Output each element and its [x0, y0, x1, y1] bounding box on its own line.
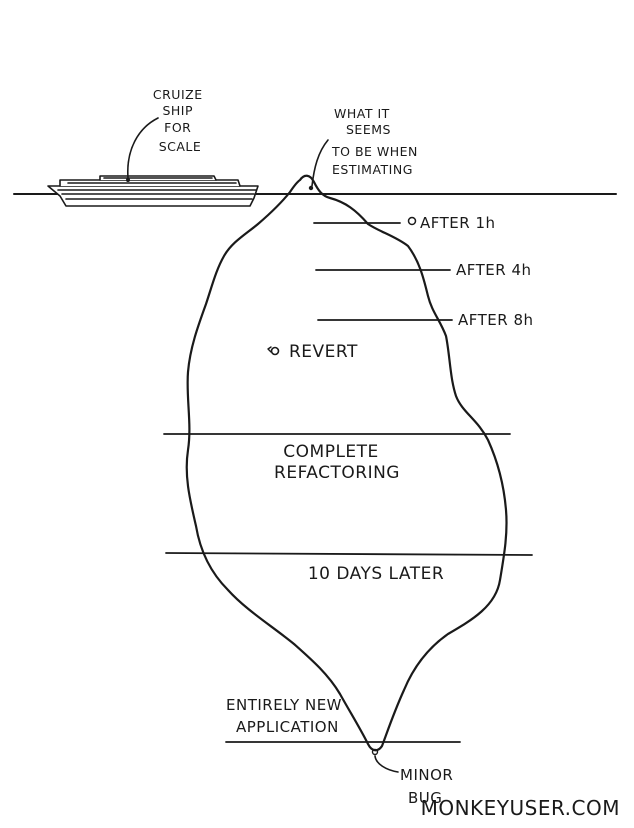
minor-bug-pointer	[374, 755, 399, 773]
ship-label-pointer	[127, 117, 159, 179]
ten-days-later-label: 10 DAYS LATER	[308, 564, 444, 584]
after-4h-label: AFTER 4h	[456, 261, 532, 279]
minor-bug-label: MINOR BUG	[400, 766, 459, 807]
revert-label: REVERT	[289, 342, 358, 362]
minor-bug-marker-icon	[371, 748, 379, 756]
signature: MONKEYUSER.COM	[421, 796, 620, 820]
estimate-label-pointer	[311, 139, 329, 187]
after-1h-label: AFTER 1h	[420, 214, 496, 232]
after-1h-marker-icon	[407, 216, 417, 226]
ship-label: CRUIZE SHIP FOR SCALE	[153, 87, 207, 154]
cruise-ship-icon	[47, 175, 259, 207]
estimate-label: WHAT IT SEEMS TO BE WHEN ESTIMATING	[331, 106, 422, 177]
ship-pointer-dot	[126, 178, 130, 182]
iceberg	[185, 174, 508, 752]
small-circle-icon	[308, 185, 314, 191]
entirely-new-application-label: ENTIRELY NEW APPLICATION	[226, 696, 347, 736]
after-8h-label: AFTER 8h	[458, 311, 534, 329]
ten-days-later-line	[165, 552, 533, 556]
complete-refactoring-label: COMPLETE REFACTORING	[274, 442, 400, 483]
revert-arrow-icon	[267, 346, 280, 356]
